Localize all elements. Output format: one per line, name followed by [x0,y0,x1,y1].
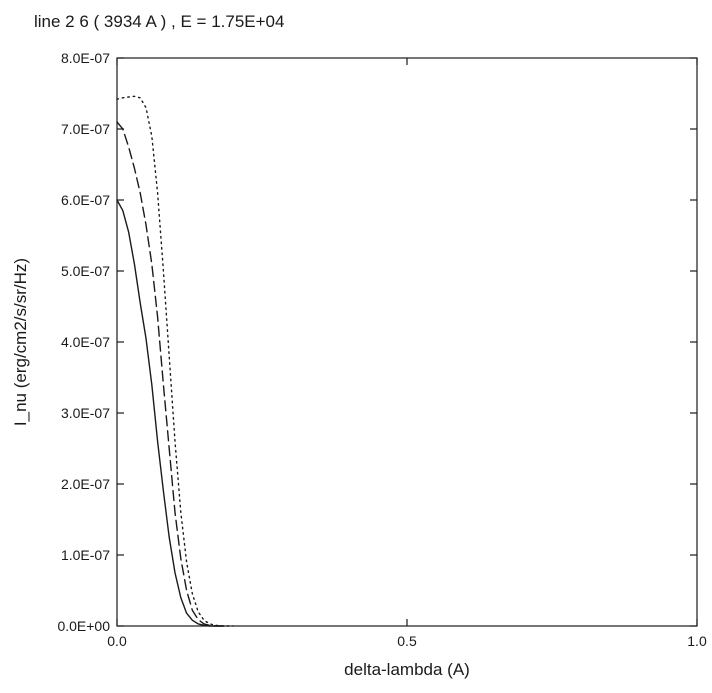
y-tick-label: 3.0E-07 [61,405,110,421]
y-axis-label: I_nu (erg/cm2/s/sr/Hz) [11,258,30,426]
y-tick-label: 0.0E+00 [57,618,110,634]
series-line-solid [116,199,223,627]
y-tick-label: 2.0E-07 [61,476,110,492]
series-line-dashed [116,121,228,627]
y-tick-label: 5.0E-07 [61,263,110,279]
y-tick-label: 4.0E-07 [61,334,110,350]
y-tick-label: 7.0E-07 [61,121,110,137]
y-tick-label: 8.0E-07 [61,50,110,66]
x-tick-label: 0.0 [107,633,127,649]
x-axis-label: delta-lambda (A) [344,660,470,679]
y-tick-label: 1.0E-07 [61,547,110,563]
x-tick-label: 1.0 [687,633,707,649]
plot-frame [116,57,698,627]
axis-ticks: 0.0E+00 1.0E-07 2.0E-07 3.0E-07 4.0E-07 5.0E-… [57,50,707,649]
x-tick-label: 0.5 [397,633,417,649]
series-line-dotted [116,95,234,627]
y-tick-label: 6.0E-07 [61,192,110,208]
series-layer [116,95,234,627]
chart-title: line 2 6 ( 3934 A ) , E = 1.75E+04 [34,12,284,31]
